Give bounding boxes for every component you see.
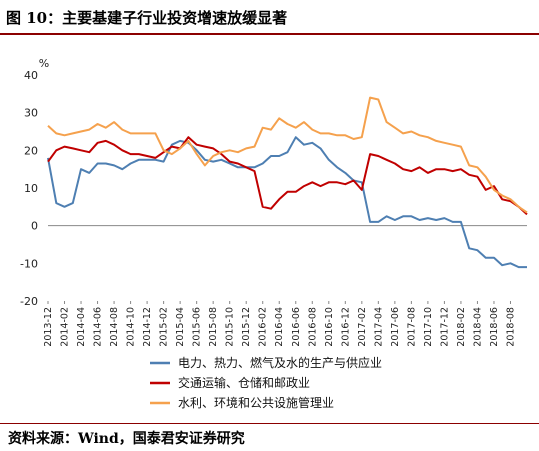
x-tick-label: 2015-12 <box>241 307 252 347</box>
x-tick-label: 2017-12 <box>439 307 450 347</box>
x-tick-label: 2016-10 <box>324 307 335 347</box>
x-tick-label: 2016-02 <box>258 307 269 347</box>
x-tick-label: 2017-04 <box>373 307 384 347</box>
line-chart: -20 -10 0 10 20 30 40% 2013-12 2014-02 2014-04 201… <box>20 57 528 410</box>
legend-label-1: 电力、热力、燃气及水的生产与供应业 <box>178 355 382 370</box>
x-tick-label: 2017-08 <box>406 307 417 347</box>
x-tick-label: 2013-12 <box>43 307 54 347</box>
y-tick-label: 30 <box>24 107 38 120</box>
x-tick-label: 2018-06 <box>489 307 500 347</box>
series-line-1 <box>47 136 527 269</box>
y-tick-label: -10 <box>20 257 38 270</box>
figure-title: 图 10：主要基建子行业投资增速放缓显著 <box>6 9 288 27</box>
y-tick-label: 20 <box>24 144 38 157</box>
x-tick-label: 2014-04 <box>76 307 87 347</box>
x-tick-label: 2016-12 <box>340 307 351 347</box>
x-tick-label: 2015-08 <box>208 307 219 347</box>
legend-label-2: 交通运输、仓储和邮政业 <box>178 375 310 390</box>
x-tick-label: 2017-10 <box>423 307 434 347</box>
x-tick-label: 2015-02 <box>159 307 170 347</box>
source-divider <box>0 423 539 424</box>
legend-label-3: 水利、环境和公共设施管理业 <box>178 395 334 410</box>
x-tick-label: 2016-06 <box>291 307 302 347</box>
x-tick-label: 2015-10 <box>225 307 236 347</box>
x-tick-label: 2016-04 <box>274 307 285 347</box>
y-tick-label: 0 <box>31 220 38 233</box>
x-tick-label: 2015-04 <box>175 307 186 347</box>
y-axis-unit: % <box>39 57 49 70</box>
x-tick-label: 2014-10 <box>126 307 137 347</box>
x-tick-label: 2017-02 <box>357 307 368 347</box>
source-note: 资料来源：Wind，国泰君安证券研究 <box>8 431 245 447</box>
x-tick-label: 2016-08 <box>307 307 318 347</box>
y-tick-label: -20 <box>20 295 38 308</box>
y-tick-label: 10 <box>24 182 38 195</box>
x-tick-label: 2017-06 <box>390 307 401 347</box>
x-tick-label: 2014-02 <box>60 307 71 347</box>
series-line-3 <box>47 96 528 214</box>
title-divider <box>0 33 539 35</box>
x-tick-label: 2014-08 <box>109 307 120 347</box>
chart-legend: 电力、热力、燃气及水的生产与供应业交通运输、仓储和邮政业水利、环境和公共设施管理… <box>150 355 382 410</box>
x-tick-label: 2015-06 <box>192 307 203 347</box>
chart-series <box>47 96 528 269</box>
x-tick-label: 2014-12 <box>142 307 153 347</box>
figure-header: 图 10：主要基建子行业投资增速放缓显著 <box>0 0 539 35</box>
x-tick-label: 2018-02 <box>456 307 467 347</box>
x-tick-label: 2018-04 <box>472 307 483 347</box>
y-tick-label: 40 <box>24 69 38 82</box>
x-tick-label: 2014-06 <box>93 307 104 347</box>
chart-axes: -20 -10 0 10 20 30 40% 2013-12 2014-02 2014-04 201… <box>20 57 527 347</box>
series-line-2 <box>47 136 528 216</box>
x-tick-label: 2018-08 <box>505 307 516 347</box>
